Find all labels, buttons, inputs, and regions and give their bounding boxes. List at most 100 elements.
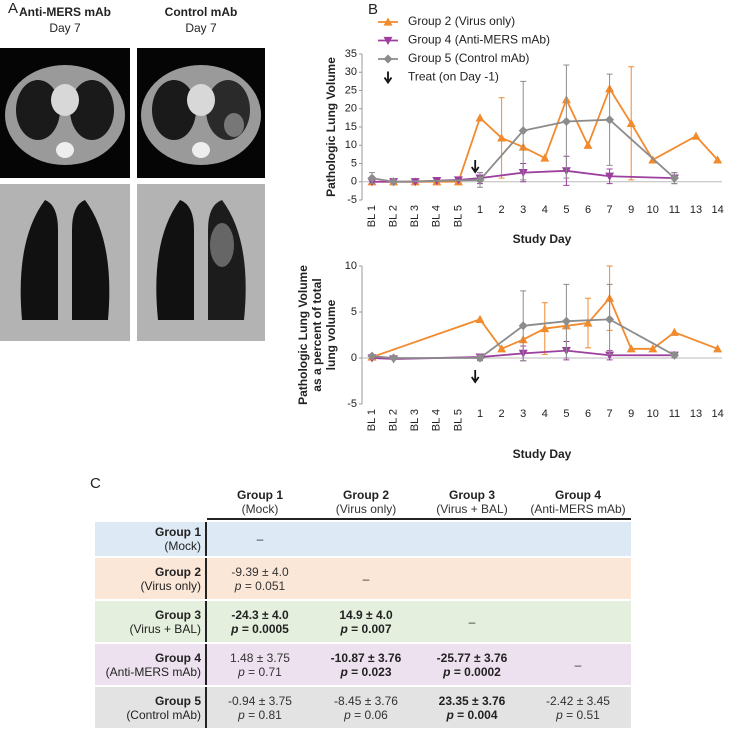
p-symbol: p: [340, 621, 348, 636]
estimate: 1.48 ± 3.75: [230, 650, 290, 665]
y-tick-label: 15: [345, 121, 357, 133]
row-header: Group 5 (Control mAb): [95, 687, 207, 728]
table-row: Group 5 (Control mAb) -0.94 ± 3.75 p = 0.81…: [95, 687, 631, 728]
y-tick-label: 25: [345, 84, 357, 96]
row-sub: (Virus only): [140, 578, 201, 593]
column-sub: (Virus only): [335, 502, 397, 516]
legend-label: Treat (on Day -1): [408, 70, 499, 84]
estimate: -9.39 ± 4.0: [231, 564, 289, 579]
marker: [383, 54, 393, 64]
table-cell: 14.9 ± 4.0 p = 0.007: [313, 601, 419, 642]
table-cell: [313, 522, 419, 556]
x-tick-label: BL 3: [409, 409, 421, 431]
p-value: = 0.81: [248, 707, 282, 722]
x-tick-label: BL 5: [452, 205, 464, 227]
y-tick-label: 0: [351, 176, 357, 188]
y-axis-title: as a percent of total: [310, 278, 324, 391]
estimate: 23.35 ± 3.76: [438, 693, 506, 708]
x-axis-title: Study Day: [513, 447, 572, 461]
column-title: Anti-MERS mAb: [19, 5, 111, 19]
column-name: Group 1: [236, 488, 283, 502]
x-tick-label: BL 5: [452, 409, 464, 431]
column-header: Group 2 (Virus only): [313, 486, 419, 520]
ct-coronal: [0, 184, 130, 341]
x-tick-label: 11: [669, 204, 680, 216]
table-cell: -9.39 ± 4.0 p = 0.051: [207, 558, 313, 599]
column-sub: (Mock): [241, 502, 279, 516]
marker: [605, 172, 615, 181]
x-tick-label: BL 1: [366, 409, 378, 431]
marker: [713, 155, 723, 164]
table-cell: [419, 522, 525, 556]
legend-label: Group 4 (Anti-MERS mAb): [408, 33, 550, 47]
y-axis-title: Pathologic Lung Volume: [324, 57, 338, 197]
cell-dash: –: [468, 614, 476, 629]
estimate: -24.3 ± 4.0: [231, 607, 289, 622]
marker: [605, 115, 615, 125]
column-sub: (Anti-MERS mAb): [530, 502, 626, 516]
y-tick-label: 5: [351, 306, 357, 318]
row-sub: (Control mAb): [126, 707, 201, 722]
ct-axial: [137, 48, 265, 178]
marker: [669, 173, 679, 183]
column-name: Group 3: [448, 488, 495, 502]
row-name: Group 4: [154, 650, 201, 665]
marker: [497, 133, 507, 142]
row-header: Group 2 (Virus only): [95, 558, 207, 599]
panel-label: B: [368, 1, 378, 18]
p-value: = 0.0005: [241, 621, 289, 636]
panel-label: A: [8, 0, 18, 17]
marker: [540, 153, 550, 162]
table-cell: -10.87 ± 3.76 p = 0.023: [313, 644, 419, 685]
x-tick-label: BL 2: [388, 205, 400, 227]
ct-axial: [0, 48, 130, 178]
y-tick-label: 35: [345, 48, 357, 60]
corner-cell: [95, 486, 207, 520]
table-row: Group 1 (Mock) –: [95, 522, 631, 556]
comparison-table: Group 1 (Mock) Group 2 (Virus only) Group 3(…: [95, 484, 631, 730]
marker: [691, 131, 701, 140]
series-line: [372, 86, 719, 183]
marker: [540, 324, 550, 333]
x-axis-title: Study Day: [513, 232, 572, 246]
marker: [410, 178, 420, 187]
column-title: Control mAb: [165, 5, 238, 19]
row-sub: (Anti-MERS mAb): [105, 664, 201, 679]
x-tick-label: BL 3: [409, 205, 421, 227]
p-symbol: p: [238, 707, 245, 722]
p-value: = 0.004: [457, 707, 498, 722]
x-tick-label: 5: [563, 204, 569, 216]
table-cell: [419, 558, 525, 599]
column-name: Group 4: [554, 488, 601, 502]
x-tick-label: 10: [647, 408, 659, 420]
cell-value: -9.39 ± 4.0 p = 0.051: [231, 565, 288, 593]
row-header: Group 1 (Mock): [95, 522, 207, 556]
y-tick-label: -5: [347, 194, 357, 206]
cell-value: -10.87 ± 3.76 p = 0.023: [331, 651, 402, 679]
marker: [583, 318, 593, 327]
column-subtitle: Day 7: [49, 21, 81, 35]
table-row: Group 2 (Virus only) -9.39 ± 4.0 p = 0.051 –: [95, 558, 631, 599]
p-value: = 0.06: [354, 707, 388, 722]
cell-value: 23.35 ± 3.76 p = 0.004: [439, 694, 506, 722]
column-header: Group 4 (Anti-MERS mAb): [525, 486, 631, 520]
marker: [475, 113, 485, 122]
x-tick-label: 7: [607, 408, 613, 420]
p-symbol: p: [344, 707, 351, 722]
estimate: -0.94 ± 3.75: [228, 693, 292, 708]
treat-arrow: [470, 160, 480, 174]
marker: [475, 314, 485, 323]
column-sub: (Virus + BAL): [436, 502, 508, 516]
estimate: -25.77 ± 3.76: [436, 650, 508, 665]
table-cell: -2.42 ± 3.45 p = 0.51: [525, 687, 631, 728]
table-cell: –: [525, 644, 631, 685]
p-symbol: p: [556, 707, 563, 722]
p-value: = 0.0002: [453, 664, 501, 679]
x-tick-label: 9: [628, 204, 634, 216]
table-cell: –: [207, 522, 313, 556]
x-tick-label: 1: [477, 408, 483, 420]
marker: [561, 117, 571, 127]
x-tick-label: 2: [499, 204, 505, 216]
row-sub: (Virus + BAL): [129, 621, 201, 636]
